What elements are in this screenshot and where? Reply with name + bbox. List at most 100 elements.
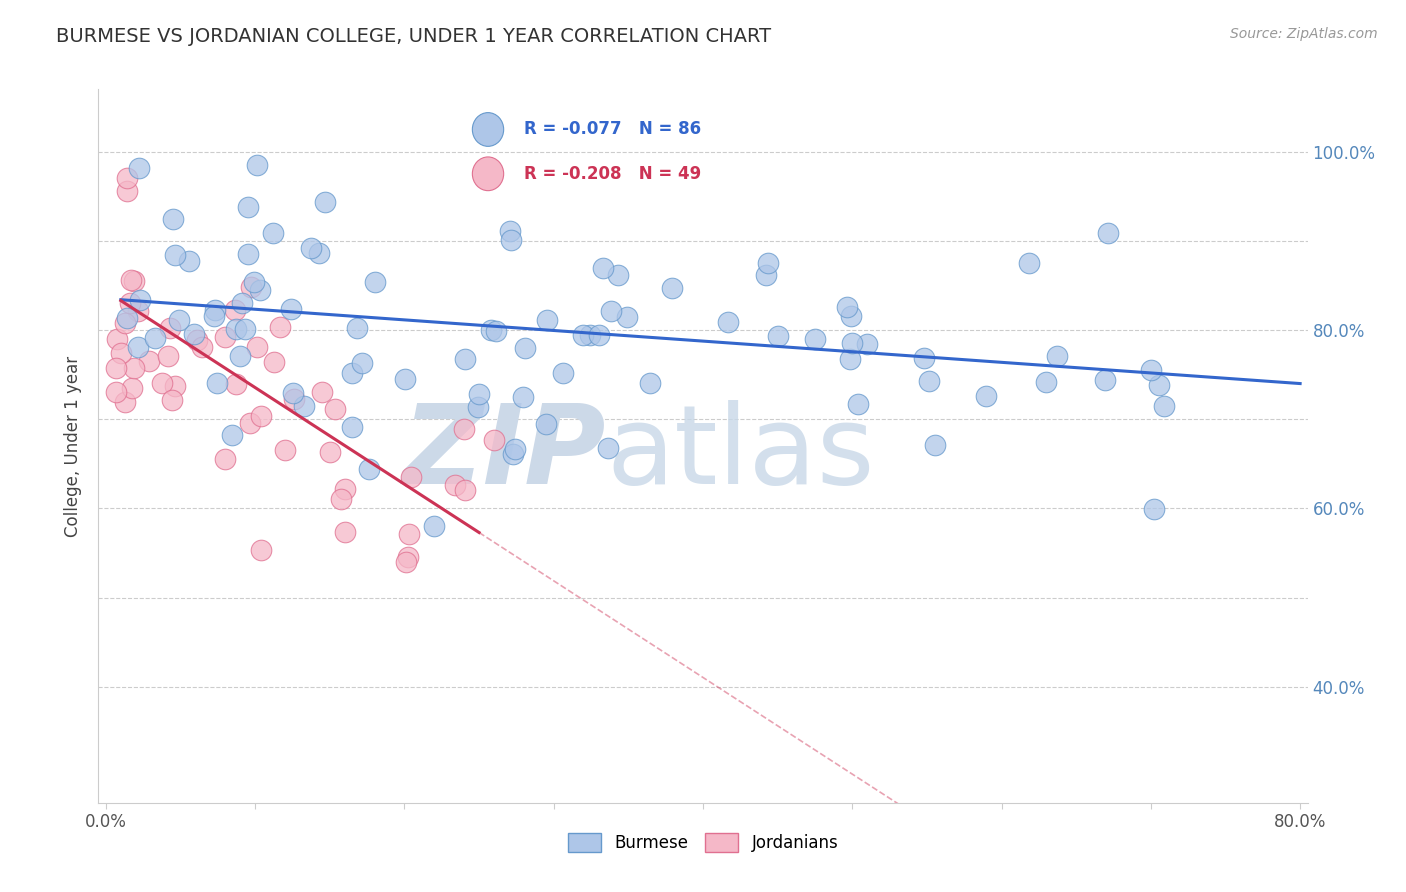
Point (835, 300, 858, 314)
Point (839, 351, 862, 366)
Point (856, 337, 879, 351)
Point (122, 360, 145, 375)
Point (283, 385, 305, 400)
Point (401, 470, 423, 484)
Legend: Burmese, Jordanians: Burmese, Jordanians (561, 826, 845, 859)
Point (167, 313, 190, 327)
Point (758, 256, 780, 270)
Point (423, 519, 446, 533)
Point (314, 194, 336, 209)
Point (311, 385, 333, 400)
Point (924, 437, 946, 451)
Point (246, 159, 269, 173)
Point (592, 261, 614, 276)
Point (250, 409, 273, 423)
Text: Source: ZipAtlas.com: Source: ZipAtlas.com (1230, 27, 1378, 41)
Point (202, 310, 225, 324)
Point (156, 349, 179, 363)
Point (340, 419, 363, 434)
Point (1149, 378, 1171, 392)
Point (117, 184, 139, 198)
Point (1035, 375, 1057, 389)
Point (515, 341, 537, 355)
Point (105, 361, 128, 376)
Point (479, 323, 502, 337)
Point (396, 549, 419, 564)
Point (249, 283, 271, 297)
Point (274, 442, 297, 457)
Point (186, 333, 208, 347)
Text: atlas: atlas (606, 400, 875, 507)
Point (120, 273, 142, 287)
Point (536, 417, 558, 432)
Point (121, 381, 143, 395)
Point (482, 434, 505, 448)
Point (236, 200, 259, 214)
Point (221, 428, 243, 442)
Point (579, 327, 602, 342)
Point (283, 392, 305, 406)
Point (163, 379, 186, 393)
Point (120, 295, 142, 310)
Point (364, 275, 387, 289)
Point (766, 329, 789, 343)
Point (246, 340, 269, 354)
Point (485, 324, 508, 338)
Point (127, 340, 149, 354)
Point (242, 275, 264, 289)
Point (239, 416, 262, 430)
Point (177, 253, 200, 268)
Point (162, 211, 184, 226)
Point (150, 376, 173, 390)
Text: ZIP: ZIP (402, 400, 606, 507)
Point (846, 397, 869, 411)
Point (115, 311, 138, 326)
Point (499, 233, 522, 247)
Point (262, 226, 284, 240)
Point (143, 330, 166, 344)
Point (263, 355, 285, 369)
Point (190, 340, 212, 354)
Point (917, 374, 939, 388)
Point (114, 316, 136, 330)
Point (804, 332, 827, 346)
Point (214, 330, 236, 344)
Point (105, 384, 128, 399)
Point (599, 304, 621, 318)
Point (551, 366, 574, 380)
Point (249, 542, 271, 557)
Point (616, 310, 638, 325)
Point (269, 320, 291, 334)
Point (240, 280, 263, 294)
Point (329, 491, 352, 506)
Point (607, 268, 630, 282)
Point (225, 321, 247, 335)
Point (1094, 373, 1116, 387)
Point (394, 555, 416, 569)
Point (661, 281, 683, 295)
Point (839, 309, 862, 323)
Point (468, 387, 491, 401)
Point (357, 461, 380, 475)
Point (536, 312, 558, 326)
Point (1018, 256, 1040, 270)
Point (333, 525, 356, 540)
Point (1143, 501, 1166, 516)
Point (225, 377, 247, 392)
Point (115, 171, 138, 186)
Point (443, 477, 465, 491)
Point (127, 303, 149, 318)
Point (398, 526, 420, 541)
Point (138, 354, 160, 368)
Point (350, 355, 373, 369)
Point (159, 321, 181, 335)
Point (453, 422, 475, 436)
Point (299, 241, 322, 255)
Point (335, 482, 357, 496)
Point (129, 293, 152, 308)
Point (346, 321, 368, 335)
Point (183, 327, 205, 342)
Point (717, 315, 740, 329)
Point (912, 351, 935, 366)
Point (236, 247, 259, 261)
